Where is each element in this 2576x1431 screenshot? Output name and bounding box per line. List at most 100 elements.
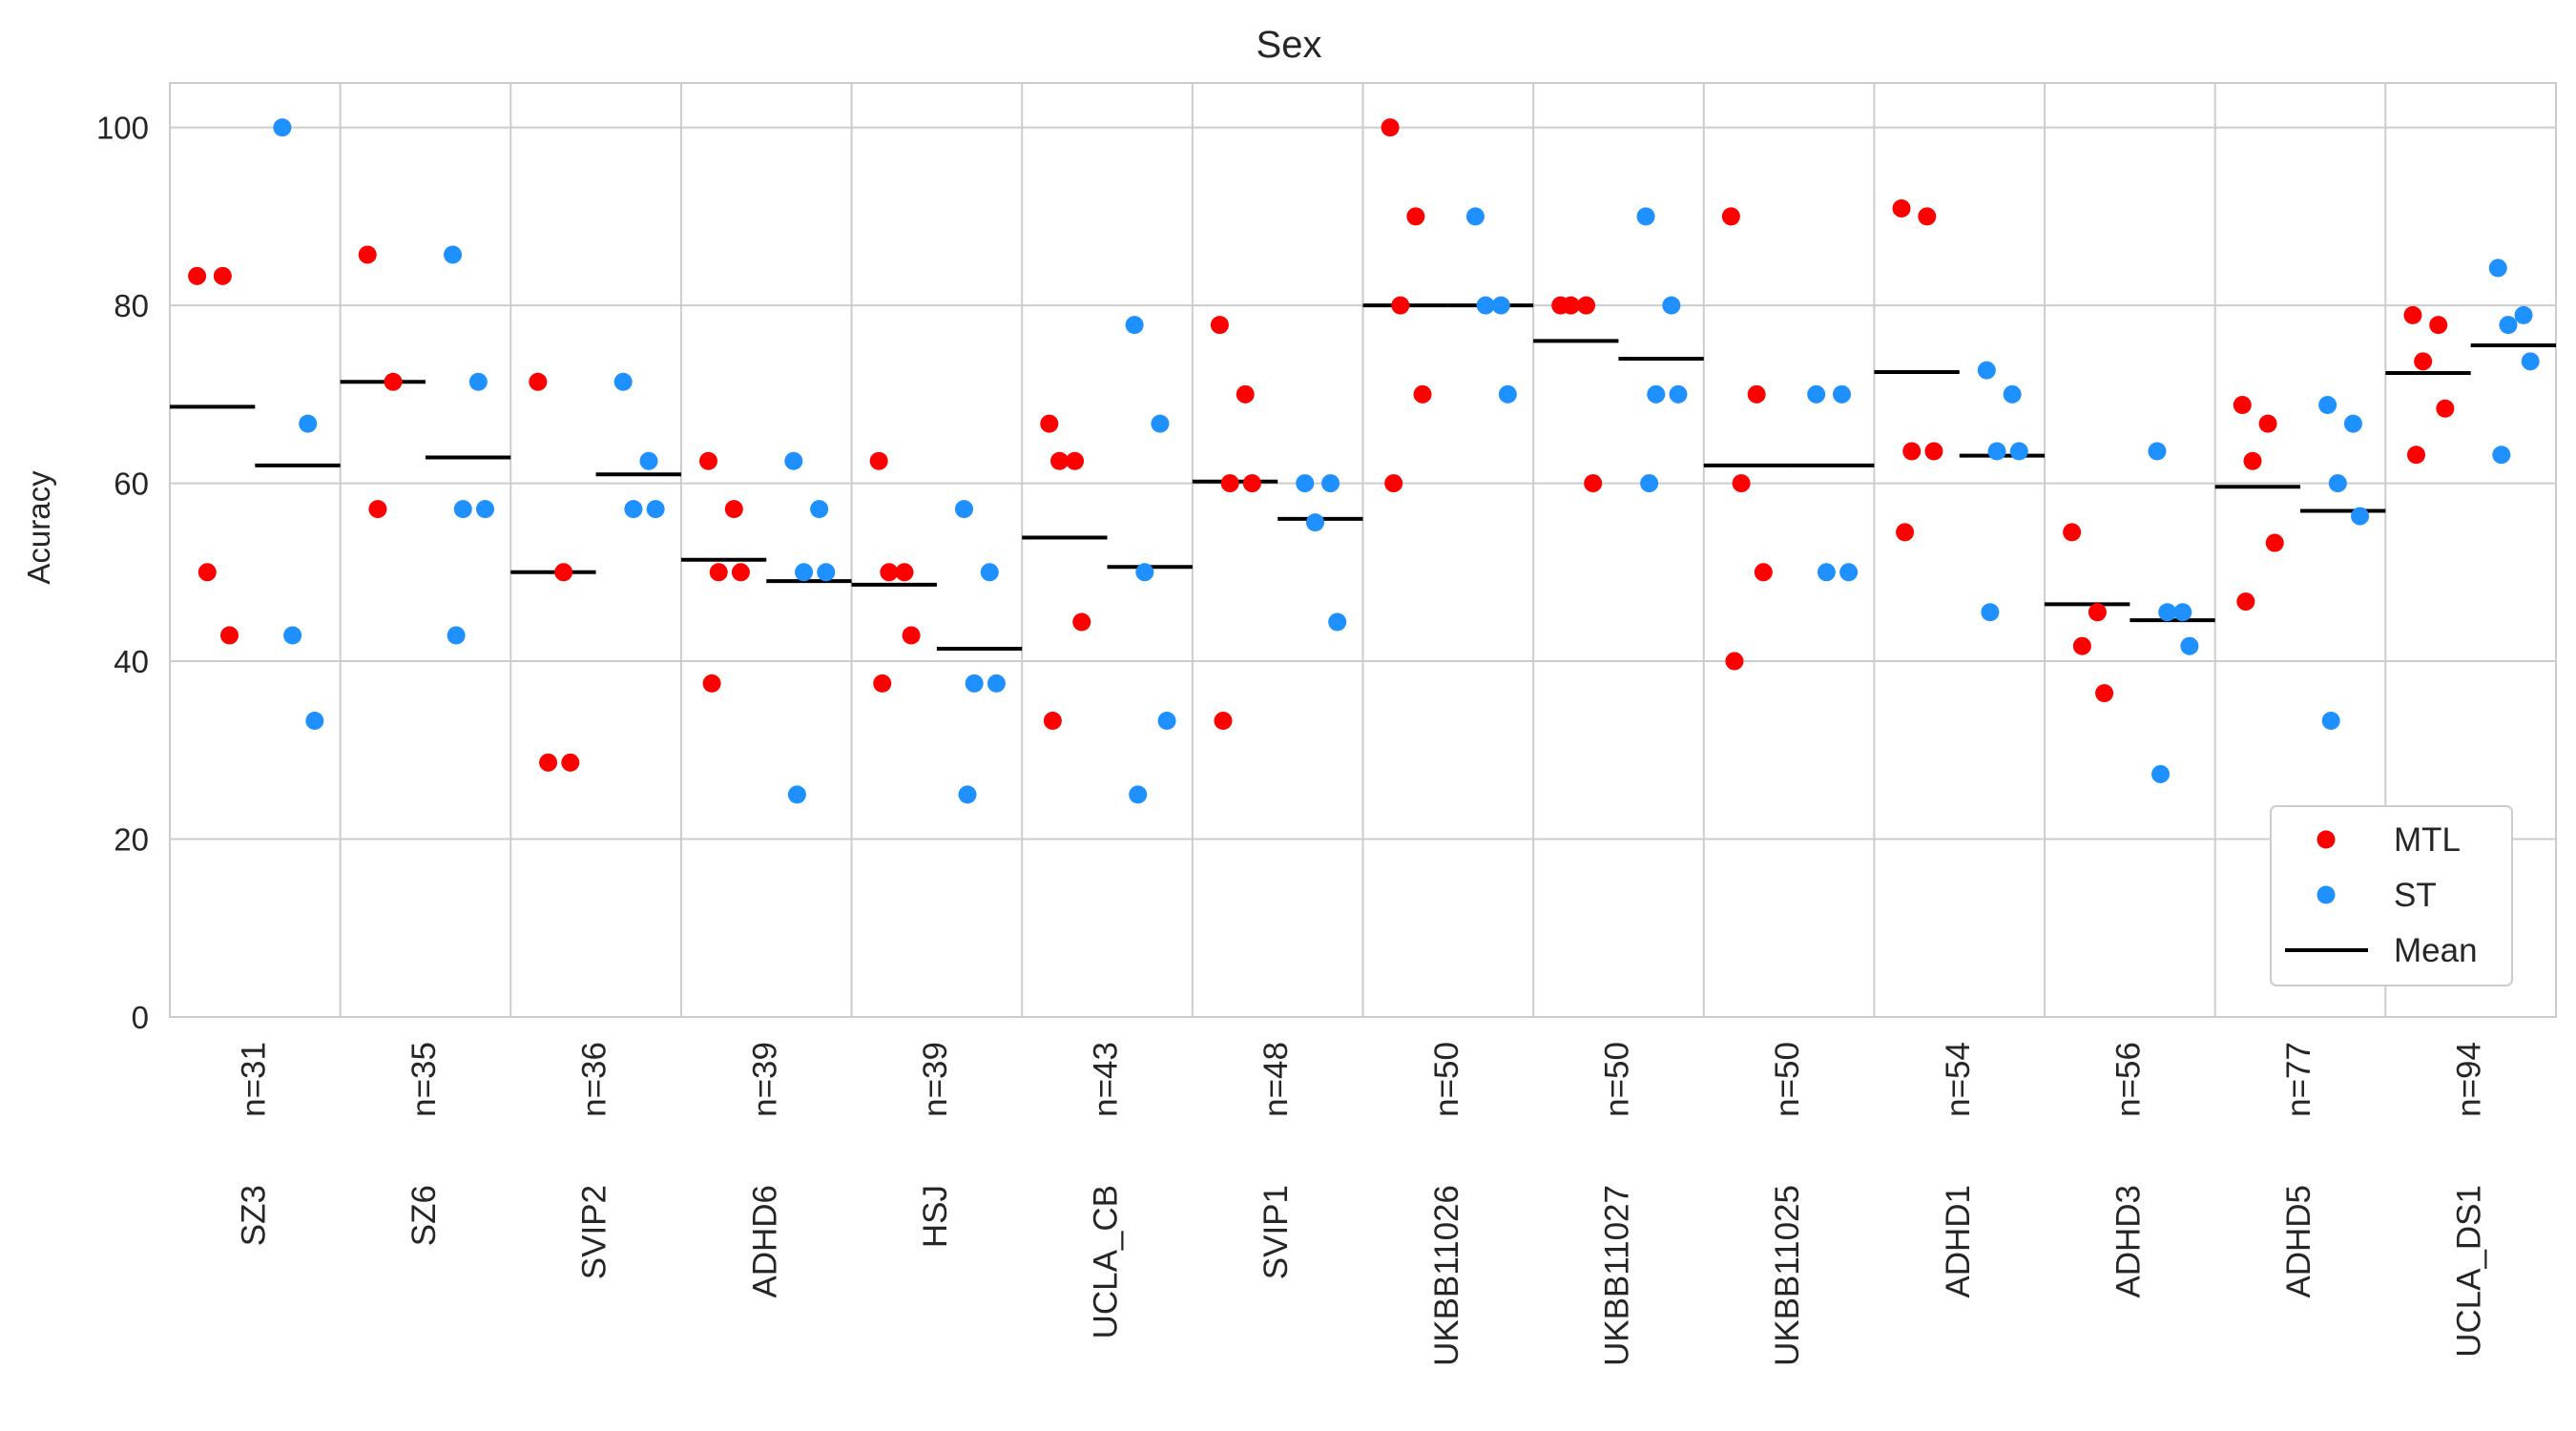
point-st <box>2158 603 2177 622</box>
point-mtl <box>529 372 548 391</box>
point-mtl <box>2403 305 2422 324</box>
point-st <box>2173 603 2192 622</box>
point-st <box>2343 414 2362 433</box>
point-mtl <box>1242 474 1261 493</box>
point-mtl <box>1210 316 1229 335</box>
point-mtl <box>2436 399 2455 418</box>
point-mtl <box>902 626 921 645</box>
point-st <box>639 451 658 470</box>
point-mtl <box>1747 384 1766 404</box>
n-label: n=50 <box>1428 1042 1465 1117</box>
point-st <box>1807 384 1826 404</box>
y-tick-label: 40 <box>114 644 149 679</box>
point-mtl <box>368 500 387 519</box>
n-label: n=48 <box>1257 1042 1295 1117</box>
point-st <box>468 372 488 391</box>
point-st <box>817 563 836 582</box>
y-axis-label: Acuracy <box>21 470 56 585</box>
point-mtl <box>2236 592 2255 612</box>
point-st <box>2514 305 2533 324</box>
point-mtl <box>1754 563 1773 582</box>
n-label: n=50 <box>1598 1042 1635 1117</box>
point-mtl <box>895 563 914 582</box>
point-st <box>1465 207 1485 226</box>
point-mtl <box>1381 118 1400 137</box>
point-mtl <box>2429 316 2448 335</box>
category-label: SZ6 <box>405 1185 443 1246</box>
point-st <box>1129 785 1148 804</box>
category-label: UKBB11026 <box>1428 1185 1465 1366</box>
point-mtl <box>1918 207 1937 226</box>
point-mtl <box>2407 446 2426 465</box>
data-layer <box>170 118 2556 804</box>
point-mtl <box>880 563 899 582</box>
y-tick-label: 80 <box>114 288 149 323</box>
n-label: n=56 <box>2109 1042 2147 1117</box>
category-label: ADHD1 <box>1940 1185 1977 1298</box>
legend-box <box>2270 805 2513 986</box>
n-label: n=54 <box>1940 1042 1977 1117</box>
point-st <box>273 118 292 137</box>
legend: MTL ST Mean <box>2270 805 2513 986</box>
y-tick-label: 60 <box>114 467 149 502</box>
point-st <box>283 626 302 645</box>
point-st <box>1296 474 1315 493</box>
point-mtl <box>2088 603 2107 622</box>
point-st <box>1125 316 1144 335</box>
point-st <box>2180 636 2199 655</box>
point-st <box>1321 474 1340 493</box>
point-st <box>2318 396 2337 415</box>
point-st <box>1839 563 1859 582</box>
n-label: n=50 <box>1769 1042 1806 1117</box>
point-mtl <box>1214 712 1233 731</box>
point-st <box>2003 384 2022 404</box>
point-st <box>810 500 829 519</box>
point-st <box>1151 414 1170 433</box>
point-st <box>305 712 324 731</box>
legend-label-mean: Mean <box>2394 932 2478 969</box>
point-mtl <box>2243 451 2262 470</box>
point-st <box>2148 442 2167 461</box>
point-st <box>958 785 977 804</box>
point-st <box>2488 259 2507 278</box>
point-st <box>1647 384 1666 404</box>
point-st <box>795 563 814 582</box>
point-st <box>784 451 803 470</box>
point-st <box>987 674 1006 693</box>
point-mtl <box>869 451 888 470</box>
point-mtl <box>2414 352 2433 371</box>
n-label: n=31 <box>235 1042 272 1117</box>
plot-frame <box>169 82 2557 1018</box>
n-label: n=94 <box>2451 1042 2488 1117</box>
point-mtl <box>384 372 403 391</box>
point-mtl <box>188 266 207 285</box>
point-mtl <box>1391 296 1410 315</box>
point-mtl <box>213 266 232 285</box>
point-mtl <box>561 753 580 772</box>
point-st <box>299 414 318 433</box>
point-st <box>965 674 984 693</box>
point-mtl <box>554 563 573 582</box>
point-st <box>2009 442 2028 461</box>
point-mtl <box>2095 684 2114 703</box>
point-st <box>613 372 633 391</box>
point-st <box>954 500 973 519</box>
category-label: UKBB11027 <box>1598 1185 1635 1366</box>
y-tick-label: 0 <box>132 1000 149 1035</box>
point-mtl <box>1561 296 1580 315</box>
category-label: UKBB11025 <box>1769 1185 1806 1366</box>
point-mtl <box>699 451 718 470</box>
point-mtl <box>709 563 728 582</box>
point-st <box>2328 474 2347 493</box>
n-label: n=43 <box>1088 1042 1125 1117</box>
point-st <box>1328 612 1347 632</box>
point-mtl <box>2265 533 2284 552</box>
axes-layer: 0 20 40 60 80 100 n=31 SZ3 n=35 SZ6 n=36 SVIP2 n=39 A… <box>96 111 2488 1366</box>
point-st <box>2151 764 2171 783</box>
point-st <box>1977 361 1996 380</box>
n-label: n=35 <box>405 1042 443 1117</box>
n-label: n=39 <box>917 1042 954 1117</box>
legend-marker-mtl <box>2316 830 2336 849</box>
point-mtl <box>1732 474 1751 493</box>
legend-label-st: ST <box>2394 877 2437 914</box>
